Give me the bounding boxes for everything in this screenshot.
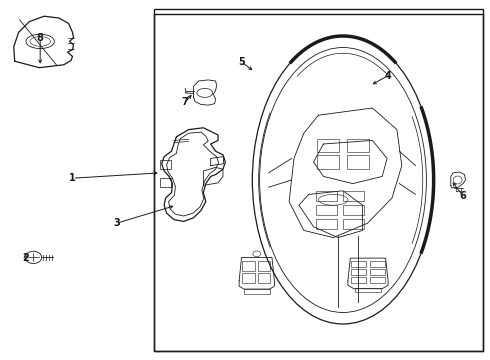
Bar [351, 261, 366, 267]
Bar [154, 14, 483, 351]
Bar [351, 277, 366, 283]
Bar [355, 288, 381, 292]
Bar [316, 191, 337, 201]
Text: 1: 1 [69, 173, 76, 183]
Bar [370, 269, 385, 275]
Bar [351, 269, 366, 275]
Text: 8: 8 [37, 33, 44, 43]
Bar [343, 191, 364, 201]
Bar [160, 160, 171, 169]
Bar [258, 273, 270, 283]
Bar [316, 205, 337, 215]
Bar [242, 273, 255, 283]
Bar [347, 139, 369, 152]
Text: 4: 4 [385, 71, 392, 81]
Bar [318, 139, 339, 152]
Bar [347, 155, 369, 169]
Text: 6: 6 [460, 191, 466, 201]
Bar [370, 261, 385, 267]
Bar [160, 178, 171, 187]
Text: 5: 5 [238, 57, 245, 67]
Text: 3: 3 [113, 218, 120, 228]
Bar [242, 261, 255, 271]
Bar [244, 289, 270, 294]
Text: 7: 7 [182, 97, 189, 107]
Bar [343, 219, 364, 229]
Bar [316, 219, 337, 229]
Bar [154, 9, 483, 351]
Bar [318, 155, 339, 169]
Bar [343, 205, 364, 215]
Bar [258, 261, 270, 271]
Bar [370, 277, 385, 283]
Text: 2: 2 [22, 253, 29, 264]
